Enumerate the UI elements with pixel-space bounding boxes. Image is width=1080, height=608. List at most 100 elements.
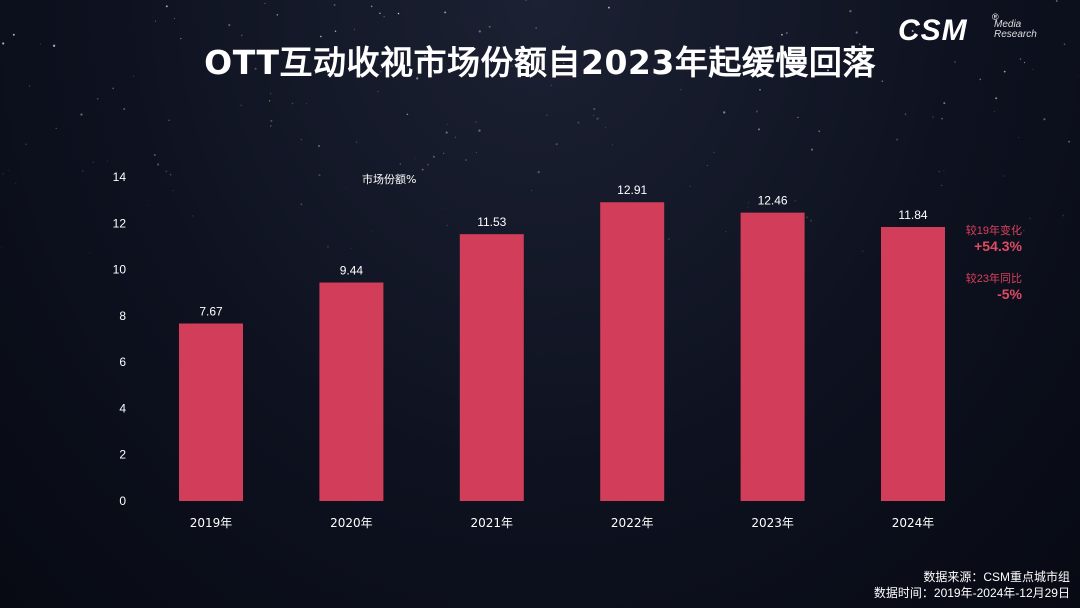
star bbox=[264, 3, 266, 4]
star bbox=[443, 152, 445, 154]
star bbox=[1003, 70, 1006, 73]
logo-tagline: Media Research bbox=[994, 20, 1037, 40]
star bbox=[938, 171, 940, 173]
bar-2021年 bbox=[459, 234, 524, 502]
y-tick-label: 4 bbox=[119, 401, 126, 415]
star bbox=[173, 17, 175, 19]
star bbox=[964, 251, 966, 253]
star bbox=[818, 130, 821, 133]
star bbox=[521, 64, 523, 65]
star bbox=[1023, 229, 1025, 232]
logo-tagline-research: Research bbox=[994, 29, 1037, 40]
star bbox=[112, 87, 115, 90]
star bbox=[421, 168, 424, 171]
yoy-vs-2023-value: -5% bbox=[997, 286, 1022, 302]
yoy-vs-2023-note: 较23年同比 -5% bbox=[966, 270, 1022, 302]
star bbox=[291, 102, 294, 105]
star bbox=[706, 165, 708, 167]
value-label: 9.44 bbox=[340, 264, 364, 278]
star bbox=[327, 47, 329, 49]
star bbox=[379, 12, 381, 14]
star bbox=[478, 30, 481, 33]
star bbox=[713, 151, 715, 154]
star bbox=[689, 185, 691, 188]
star bbox=[96, 97, 99, 100]
x-tick-label: 2023年 bbox=[751, 516, 794, 530]
star bbox=[537, 170, 540, 174]
star bbox=[165, 5, 168, 8]
star bbox=[147, 204, 149, 207]
star bbox=[954, 61, 956, 63]
star bbox=[268, 100, 271, 102]
star bbox=[345, 188, 346, 189]
star bbox=[153, 153, 156, 156]
y-tick-label: 10 bbox=[113, 263, 127, 277]
x-tick-label: 2024年 bbox=[892, 516, 935, 530]
star bbox=[432, 155, 435, 158]
logo-reg-mark: ® bbox=[992, 12, 999, 22]
star bbox=[511, 65, 513, 67]
star bbox=[555, 249, 557, 250]
star bbox=[269, 125, 272, 127]
star bbox=[855, 31, 858, 34]
star bbox=[416, 77, 419, 80]
star bbox=[550, 84, 552, 86]
star bbox=[747, 202, 750, 204]
star bbox=[444, 208, 446, 210]
star bbox=[300, 203, 303, 206]
star bbox=[1003, 175, 1005, 177]
star bbox=[446, 224, 449, 227]
star bbox=[318, 174, 321, 177]
star bbox=[192, 215, 194, 217]
value-label: 12.91 bbox=[617, 183, 647, 197]
value-label: 7.67 bbox=[199, 304, 223, 318]
star bbox=[861, 250, 864, 253]
y-tick-label: 2 bbox=[119, 448, 126, 462]
y-tick-label: 12 bbox=[113, 216, 127, 230]
y-axis-label: 市场份额% bbox=[362, 172, 416, 186]
change-vs-2019-note: 较19年变化 +54.3% bbox=[966, 222, 1022, 254]
star bbox=[1055, 0, 1058, 2]
star bbox=[240, 104, 242, 107]
star bbox=[577, 121, 580, 124]
change-vs-2019-value: +54.3% bbox=[974, 238, 1022, 254]
star bbox=[427, 163, 430, 166]
star bbox=[941, 117, 943, 120]
star bbox=[15, 182, 17, 184]
star bbox=[478, 129, 481, 132]
star bbox=[326, 245, 330, 248]
star bbox=[943, 102, 946, 105]
star bbox=[810, 148, 814, 151]
star bbox=[1019, 58, 1022, 60]
star bbox=[535, 27, 537, 29]
value-label: 11.53 bbox=[477, 215, 506, 229]
star bbox=[525, 0, 527, 1]
star bbox=[858, 43, 861, 46]
star bbox=[680, 89, 682, 91]
star bbox=[904, 113, 907, 115]
star bbox=[759, 88, 761, 91]
star bbox=[444, 11, 447, 14]
star bbox=[228, 24, 231, 27]
star bbox=[1043, 118, 1046, 121]
star bbox=[80, 113, 83, 116]
star bbox=[993, 111, 995, 113]
star bbox=[399, 163, 401, 165]
x-tick-label: 2020年 bbox=[330, 516, 373, 530]
star bbox=[826, 69, 830, 72]
bar-2024年 bbox=[881, 226, 945, 501]
star bbox=[454, 136, 456, 138]
star bbox=[979, 78, 982, 81]
star bbox=[941, 184, 943, 187]
star bbox=[569, 51, 571, 53]
value-label: 11.84 bbox=[898, 208, 927, 222]
star bbox=[1063, 43, 1066, 46]
star bbox=[951, 19, 953, 21]
star bbox=[333, 4, 336, 6]
star bbox=[1068, 140, 1071, 143]
star bbox=[356, 141, 358, 143]
star bbox=[88, 251, 91, 254]
star bbox=[156, 163, 160, 166]
source-line-1: 数据来源：CSM重点城市组 bbox=[923, 570, 1070, 584]
star bbox=[631, 71, 633, 73]
